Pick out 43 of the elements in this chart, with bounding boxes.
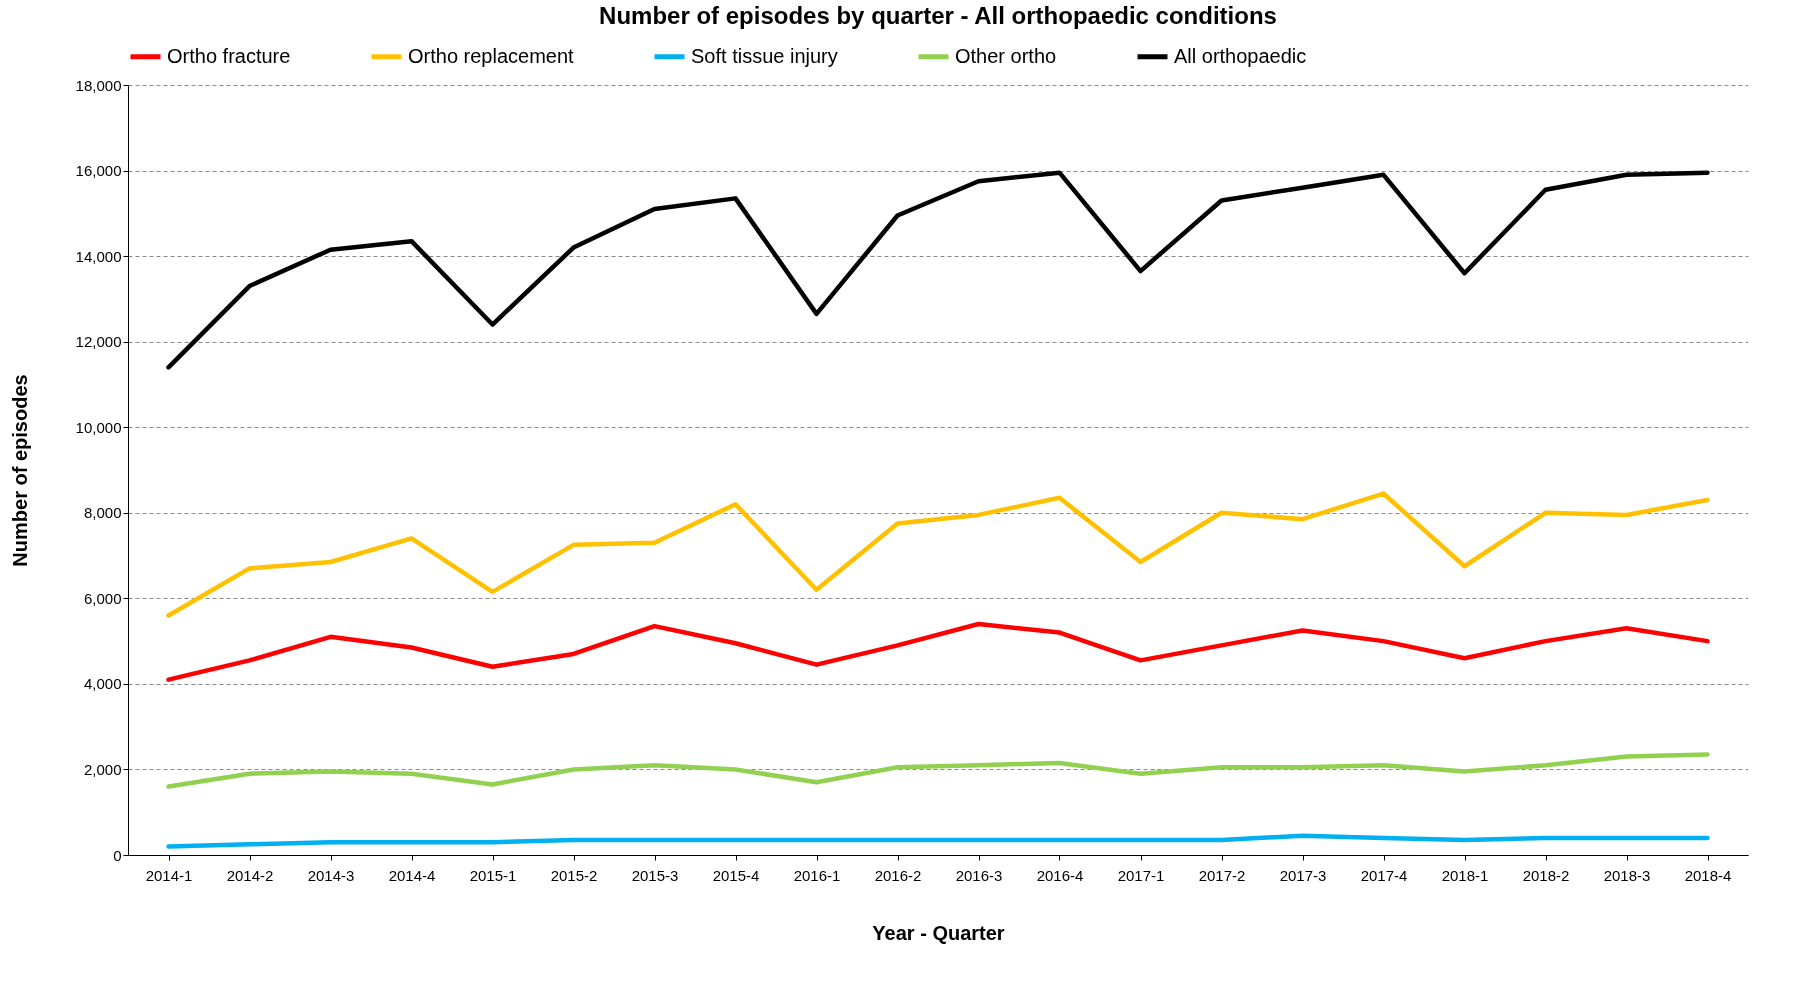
y-tick-label: 6,000 [83,589,122,607]
legend-label: All orthopaedic [1174,44,1307,67]
x-tick-label: 2016-2 [874,866,922,884]
x-tick-label: 2017-3 [1279,866,1327,884]
x-tick-label: 2015-2 [550,866,598,884]
x-tick-label: 2016-1 [793,866,841,884]
x-tick-label: 2018-4 [1684,866,1732,884]
y-tick-label: 4,000 [83,675,122,693]
line-series [166,752,1710,789]
y-tick-label: 16,000 [75,162,122,180]
x-tick-label: 2018-1 [1441,866,1489,884]
line-series [166,833,1710,849]
y-tick-label: 10,000 [75,418,122,436]
legend-label: Ortho fracture [167,44,291,67]
line-series [166,170,1710,370]
legend-label: Other ortho [955,44,1057,67]
line-series [166,621,1710,682]
y-tick-label: 14,000 [75,247,122,265]
y-axis-title: Number of episodes [8,374,31,567]
x-tick-label: 2016-3 [955,866,1003,884]
x-tick-label: 2015-1 [469,866,517,884]
x-tick-label: 2014-1 [145,866,193,884]
x-tick-label: 2016-4 [1036,866,1084,884]
x-tick-label: 2017-1 [1117,866,1165,884]
y-tick-label: 2,000 [83,760,122,778]
x-tick-label: 2018-2 [1522,866,1570,884]
x-tick-label: 2014-4 [388,866,436,884]
x-tick-label: 2014-2 [226,866,274,884]
x-tick-label: 2014-3 [307,866,355,884]
x-axis-title: Year - Quarter [872,921,1005,944]
line-series [166,491,1710,618]
y-tick-label: 8,000 [83,504,122,522]
x-tick-label: 2017-4 [1360,866,1408,884]
legend-label: Ortho replacement [408,44,575,67]
y-tick-label: 0 [113,846,122,864]
x-tick-label: 2015-3 [631,866,679,884]
x-tick-label: 2015-4 [712,866,760,884]
x-tick-label: 2017-2 [1198,866,1246,884]
y-tick-label: 12,000 [75,333,122,351]
y-tick-label: 18,000 [75,76,122,94]
x-tick-label: 2018-3 [1603,866,1651,884]
legend-label: Soft tissue injury [691,44,838,67]
chart-title: Number of episodes by quarter - All orthopaedic conditions [599,2,1277,29]
